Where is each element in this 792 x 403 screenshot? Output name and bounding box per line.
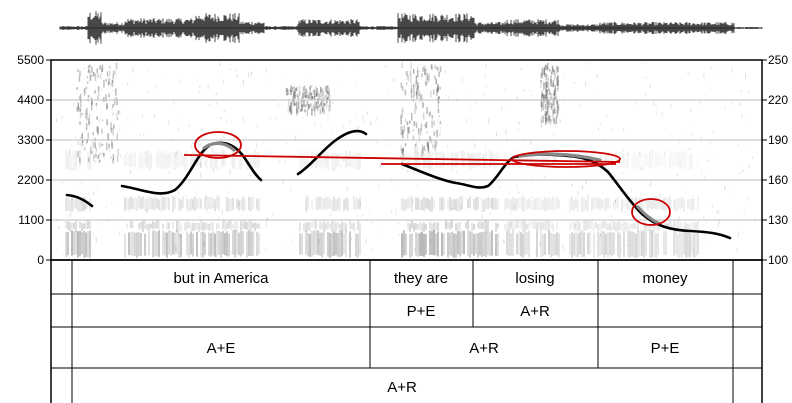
- pitch-highlight-3: [636, 205, 660, 225]
- annotation-circle-1: [194, 131, 242, 159]
- tier2-cell-label: A+R: [520, 303, 550, 320]
- annotation-line-1: [183, 154, 621, 163]
- annotation-circle-3: [631, 198, 671, 226]
- tier1-cell-label: money: [642, 270, 688, 287]
- left-tick-label: 2200: [17, 173, 44, 187]
- right-tick-label: 130: [768, 213, 788, 227]
- left-tick-label: 1100: [18, 213, 44, 227]
- pitch-highlight-1: [202, 141, 236, 152]
- right-tick-label: 160: [768, 173, 788, 187]
- pitch-segment-3: [296, 129, 368, 176]
- tier3-cell-label: A+R: [469, 340, 499, 357]
- left-tick-label: 0: [37, 253, 44, 267]
- left-tick-label: 5500: [17, 53, 44, 67]
- pitch-segment-1: [65, 193, 94, 208]
- left-axis: 5500 4400 3300 2200 1100 0: [17, 53, 51, 267]
- tier4-cell-label: A+R: [387, 379, 417, 396]
- annotation-tiers: but in America they are losing money P+E…: [50, 259, 763, 403]
- annotation-circle-2: [511, 150, 621, 168]
- spectrogram: [56, 62, 756, 258]
- left-tick-label: 4400: [17, 93, 44, 107]
- pitch-track: [65, 129, 732, 240]
- pitch-highlight-2: [518, 152, 602, 162]
- left-tick-label: 3300: [17, 133, 44, 147]
- tier3-cell-label: A+E: [207, 340, 236, 357]
- right-tick-label: 190: [768, 133, 788, 147]
- tier1-cell-label: they are: [394, 270, 448, 287]
- annotations: [183, 131, 671, 226]
- tier2-cell-label: P+E: [407, 303, 436, 320]
- tier1-cell-label: losing: [515, 270, 554, 287]
- right-tick-label: 250: [768, 53, 788, 67]
- gridlines: [51, 99, 762, 221]
- right-tick-label: 220: [768, 93, 788, 107]
- tier1-cell-label: but in America: [173, 270, 269, 287]
- waveform: [59, 11, 763, 45]
- tier-frame: [50, 259, 763, 403]
- right-tick-label: 100: [768, 253, 788, 267]
- right-axis: 250 220 190 160 130 100: [762, 53, 788, 267]
- tier3-cell-label: P+E: [651, 340, 680, 357]
